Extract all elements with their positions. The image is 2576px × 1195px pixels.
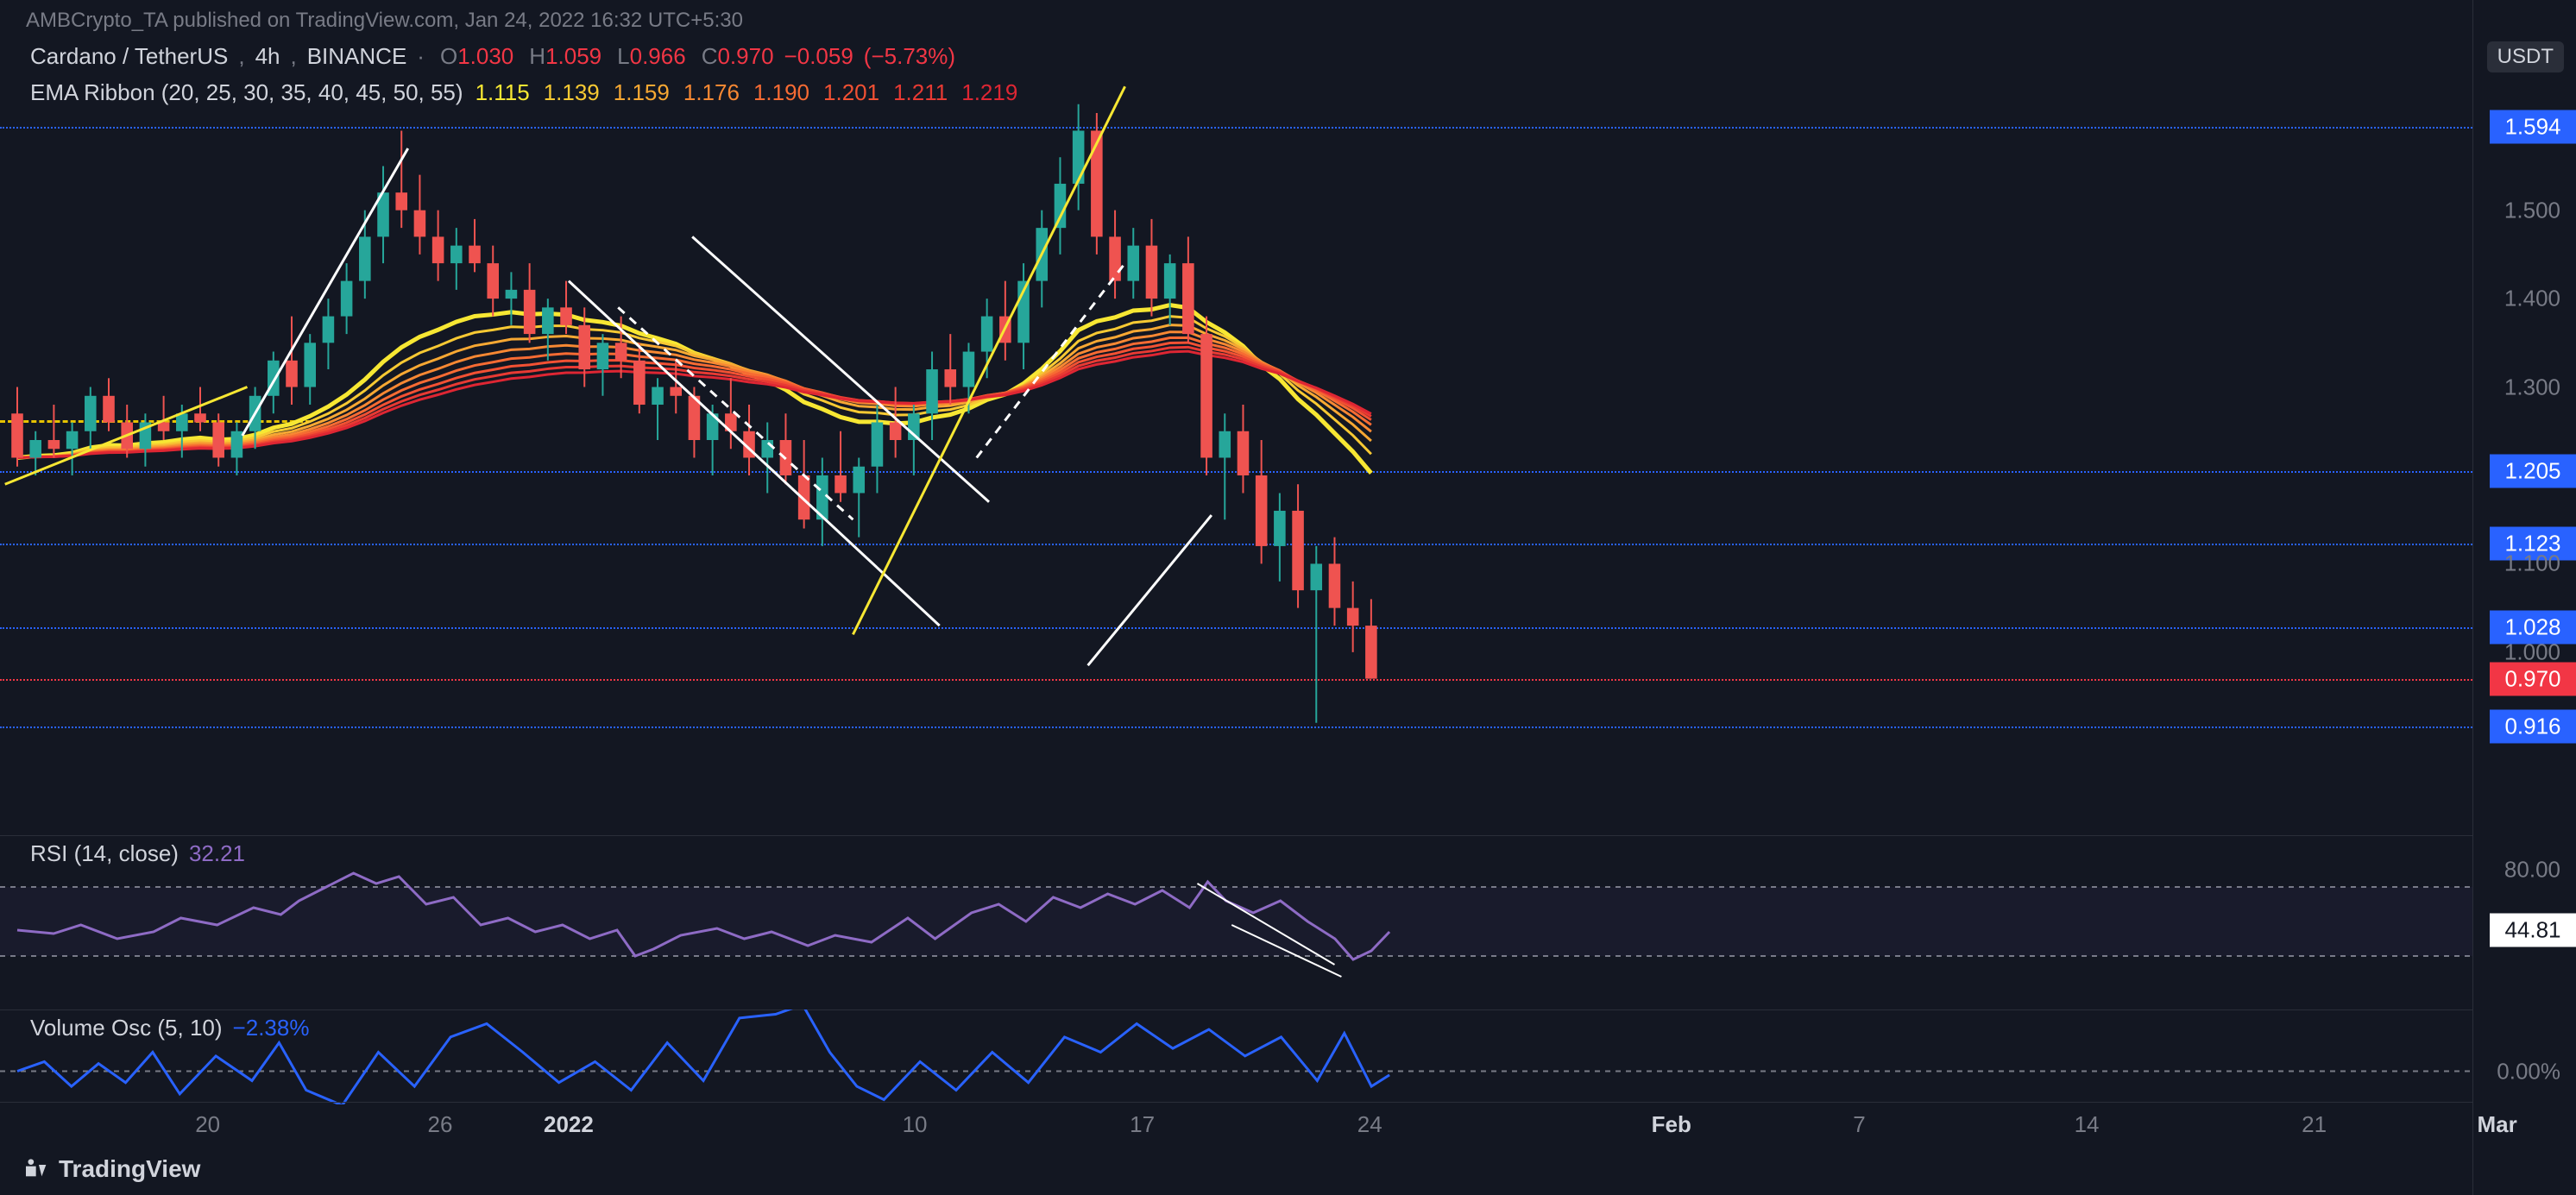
time-tick: 10: [903, 1111, 928, 1138]
price-chart[interactable]: [0, 0, 2472, 811]
time-tick: Mar: [2478, 1111, 2517, 1138]
price-label: 0.916: [2490, 709, 2576, 743]
time-tick: 14: [2075, 1111, 2100, 1138]
time-tick: Feb: [1652, 1111, 1691, 1138]
time-tick: 24: [1357, 1111, 1382, 1138]
price-tick: 1.500: [2504, 197, 2560, 223]
vol-osc-chart[interactable]: [0, 1009, 2472, 1104]
time-tick: 7: [1853, 1111, 1865, 1138]
price-label: 1.205: [2490, 454, 2576, 487]
time-tick: 26: [428, 1111, 453, 1138]
chart-container: AMBCrypto_TA published on TradingView.co…: [0, 0, 2576, 1195]
price-label: 1.594: [2490, 110, 2576, 144]
price-tick: 1.400: [2504, 286, 2560, 312]
rsi-chart[interactable]: [0, 835, 2472, 1008]
price-tick: 1.300: [2504, 374, 2560, 400]
time-axis[interactable]: 20262022101724Feb71421Mar: [0, 1102, 2472, 1145]
time-tick: 21: [2302, 1111, 2327, 1138]
tv-logo-icon: [26, 1156, 52, 1182]
price-tick: 1.000: [2504, 638, 2560, 665]
time-tick: 17: [1130, 1111, 1155, 1138]
price-tick: 1.100: [2504, 550, 2560, 577]
price-label: 0.970: [2490, 662, 2576, 695]
brand-text: TradingView: [59, 1155, 200, 1183]
time-tick: 20: [195, 1111, 220, 1138]
time-tick: 2022: [544, 1111, 594, 1138]
price-axis[interactable]: 1.5941.2051.1231.0280.9160.9701.5001.400…: [2472, 0, 2576, 1195]
tradingview-logo: TradingView: [26, 1155, 200, 1183]
